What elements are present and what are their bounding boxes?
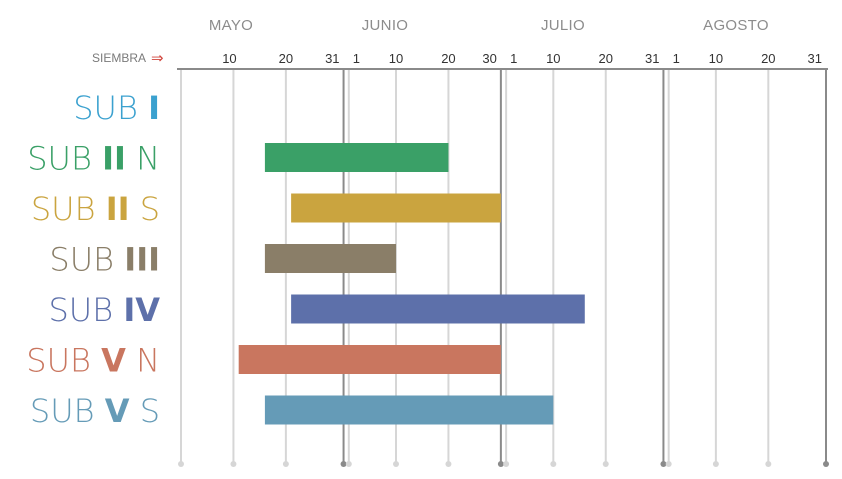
axis-end-dots	[178, 461, 829, 467]
series-label: SUB V S	[30, 392, 160, 430]
grid-end-dot	[660, 461, 667, 467]
series-label-numeral: V	[101, 342, 126, 380]
series-label-prefix: SUB	[26, 342, 101, 380]
tick-label: 10	[546, 51, 560, 66]
grid-end-dot	[503, 461, 510, 467]
series-label-prefix: SUB	[31, 190, 106, 228]
tick-label: 10	[709, 51, 723, 66]
grid-end-dot	[665, 461, 672, 467]
series-label-suffix: S	[130, 392, 160, 430]
grid-end-dot	[230, 461, 237, 467]
tick-labels: 10 20 31 1 10 20 30 1 10 20 31 1 10 20 31	[222, 51, 822, 66]
bar	[291, 193, 501, 223]
series-label-suffix: S	[130, 190, 160, 228]
tick-label: 31	[645, 51, 659, 66]
tick-label: 20	[279, 51, 293, 66]
month-label: JULIO	[541, 17, 585, 34]
grid-end-dot	[178, 461, 184, 467]
tick-label: 1	[353, 51, 360, 66]
tick-label: 20	[599, 51, 613, 66]
bar	[264, 244, 396, 273]
grid-end-dot	[712, 461, 719, 467]
grid-end-dot	[340, 461, 347, 467]
tick-label: 1	[510, 51, 517, 66]
grid-end-dot	[602, 461, 609, 467]
siembra-label: SIEMBRA	[92, 51, 146, 65]
tick-label: 20	[761, 51, 775, 66]
tick-label: 10	[389, 51, 403, 66]
series-label-prefix: SUB	[48, 291, 123, 329]
month-label: AGOSTO	[703, 17, 769, 34]
tick-label: 10	[222, 51, 236, 66]
series-label: SUB II S	[31, 190, 160, 228]
tick-label: 20	[441, 51, 455, 66]
grid-end-dot	[823, 461, 829, 467]
grid-end-dot	[445, 461, 452, 467]
grid-end-dot	[550, 461, 557, 467]
bar	[264, 143, 449, 172]
series-label-prefix: SUB	[30, 392, 105, 430]
series-label-prefix: SUB	[49, 241, 124, 279]
tick-label: 31	[325, 51, 339, 66]
series-label-numeral: III	[124, 241, 160, 279]
tick-label: 31	[808, 51, 822, 66]
tick-label: 1	[673, 51, 680, 66]
grid-end-dot	[497, 461, 504, 467]
series-label-numeral: II	[106, 190, 130, 228]
bar	[291, 294, 585, 324]
series-label: SUB III	[49, 241, 160, 279]
series-label-suffix: N	[126, 140, 160, 178]
series-label-numeral: IV	[123, 291, 160, 329]
series-label-prefix: SUB	[27, 140, 102, 178]
bars	[238, 143, 585, 425]
series-label-suffix: N	[126, 342, 160, 380]
bar	[238, 345, 501, 374]
series-label: SUB IV	[48, 291, 160, 329]
grid-end-dot	[765, 461, 772, 467]
month-label: JUNIO	[362, 17, 409, 34]
arrow-right-icon: ⇒	[151, 50, 164, 67]
tick-label: 30	[482, 51, 496, 66]
series-label: SUB V N	[26, 342, 160, 380]
bar	[264, 395, 554, 425]
series-label-numeral: II	[102, 140, 126, 178]
grid-end-dot	[393, 461, 399, 467]
series-label-numeral: V	[105, 392, 130, 430]
month-labels: MAYO JUNIO JULIO AGOSTO	[209, 17, 769, 34]
series-label-numeral: I	[148, 89, 160, 127]
month-label: MAYO	[209, 17, 253, 34]
series-label-prefix: SUB	[73, 89, 148, 127]
siembra-label-group: SIEMBRA ⇒	[92, 50, 164, 67]
series-label: SUB II N	[27, 140, 160, 178]
series-label: SUB I	[73, 89, 160, 127]
grid-end-dot	[345, 461, 352, 467]
grid-end-dot	[282, 461, 289, 467]
